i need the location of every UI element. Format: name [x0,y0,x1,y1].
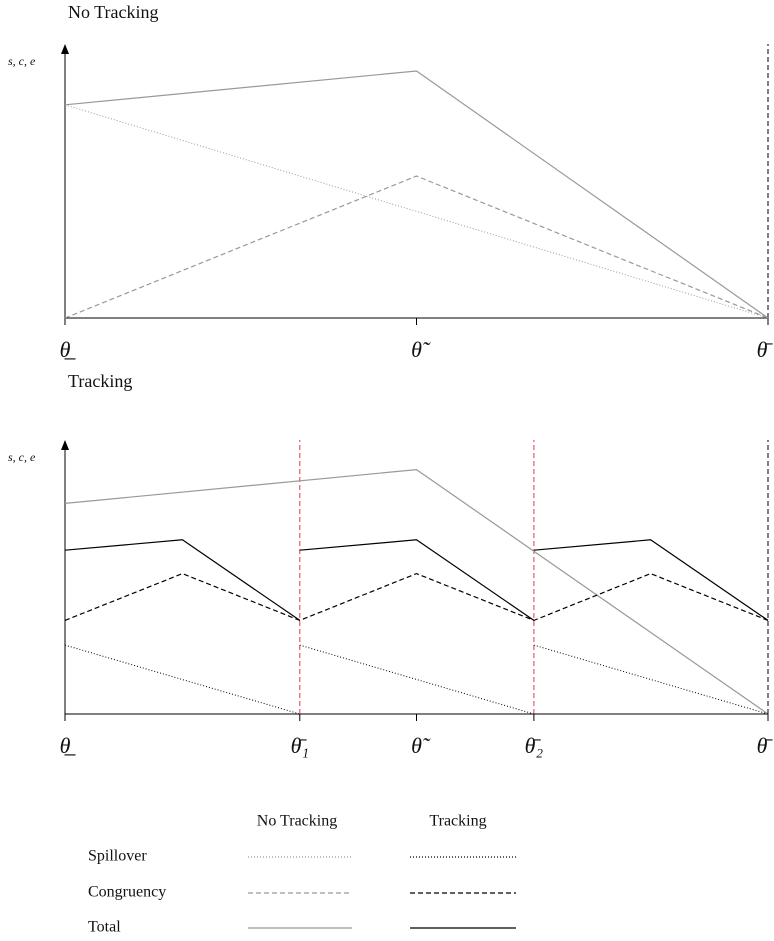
series-line [64,175,769,319]
x-tick-label: θ̲ [60,337,77,362]
series-line [64,644,769,715]
legend-label: Spillover [88,848,147,865]
x-tick-label: θ̃ [411,733,431,758]
y-axis-label: s, c, e [8,450,36,464]
series-line [64,104,769,319]
legend-header: No Tracking [257,813,337,830]
x-tick-label: θ̄₂ [525,733,544,758]
chart-title: Tracking [68,371,132,391]
chart-title: No Tracking [68,2,159,22]
series-line [64,572,769,622]
series-line [64,539,769,621]
x-tick-label: θ̲ [60,733,77,758]
legend-label: Congruency [88,884,166,901]
y-axis-arrow [61,44,69,54]
series-line [64,70,769,319]
y-axis-label: s, c, e [8,54,36,68]
series-line [64,468,769,715]
x-tick-label: θ̄₁ [291,733,309,758]
x-tick-label: θ̃ [411,337,431,362]
x-tick-label: θ̄ [757,733,774,758]
legend-header: Tracking [429,813,486,830]
x-tick-label: θ̄ [757,337,774,362]
y-axis-arrow [61,440,69,450]
legend-label: Total [88,919,121,936]
